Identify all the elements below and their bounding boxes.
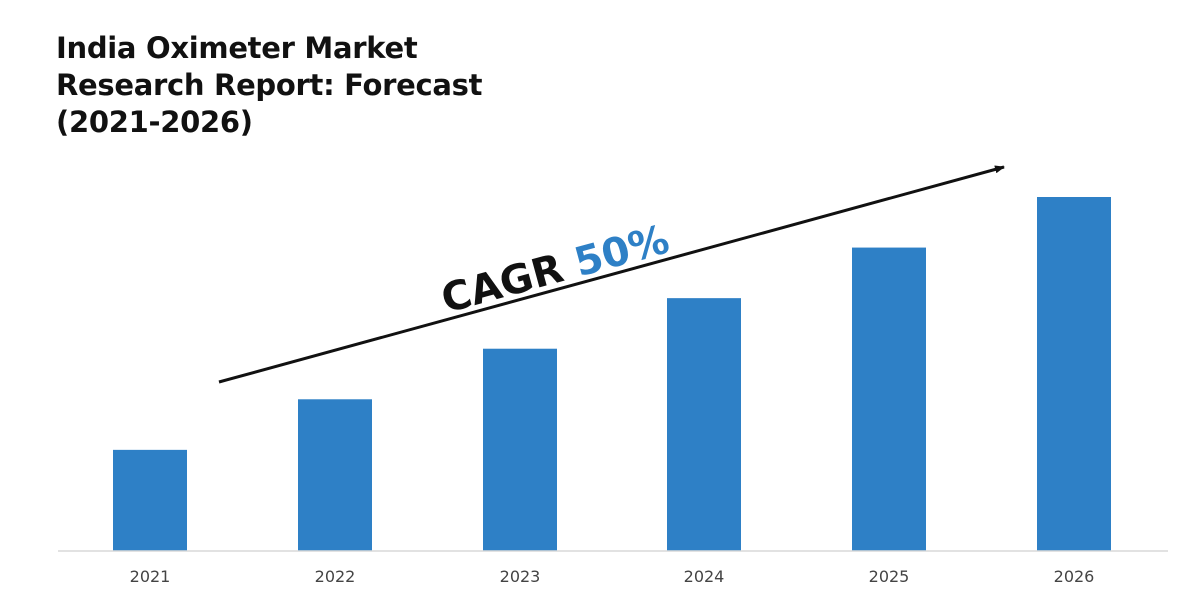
cagr-label: CAGR50% bbox=[437, 217, 675, 323]
x-tick-label-2025: 2025 bbox=[869, 567, 910, 586]
bar-2025 bbox=[852, 247, 926, 552]
x-tick-label-2022: 2022 bbox=[315, 567, 356, 586]
cagr-value-text: 50% bbox=[570, 217, 674, 287]
x-tick-labels: 2021 2022 2023 2024 2025 2026 bbox=[130, 567, 1095, 586]
bar-2023 bbox=[483, 348, 557, 551]
bars-layer bbox=[113, 197, 1111, 552]
bar-2026 bbox=[1037, 197, 1111, 551]
x-tick-label-2024: 2024 bbox=[684, 567, 725, 586]
x-tick-label-2023: 2023 bbox=[500, 567, 541, 586]
bar-2021 bbox=[113, 449, 187, 551]
cagr-label-text: CAGR bbox=[437, 246, 569, 323]
trend-arrow bbox=[218, 165, 1005, 384]
bar-2022 bbox=[298, 399, 372, 551]
bar-2024 bbox=[667, 298, 741, 551]
chart-title: India Oximeter Market Research Report: F… bbox=[56, 31, 483, 139]
x-tick-label-2026: 2026 bbox=[1054, 567, 1095, 586]
x-tick-label-2021: 2021 bbox=[130, 567, 171, 586]
